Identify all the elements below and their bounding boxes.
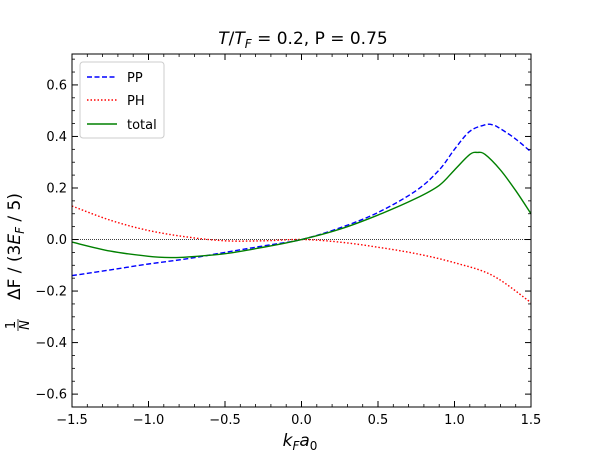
title-tf-sub: F [245,37,253,51]
chart-title: T/TF = 0.2, P = 0.75 [218,29,387,51]
legend-box [79,61,165,139]
y-tick-label: −0.4 [35,336,67,351]
ylabel-frac-den: N [18,320,33,330]
x-tick-label: −1.0 [133,413,165,428]
plot-area: −1.5 −1.0 −0.5 0.0 0.5 1.0 1.5 −0.6 −0.4 −0.2 0.0 0… [35,53,542,428]
series-line-ph [71,205,532,304]
y-tick-label: 0.6 [46,78,67,93]
title-rest: = 0.2, P = 0.75 [252,29,388,49]
x-tick-label: 0.5 [368,413,389,428]
ylabel-frac-num: 1 [4,321,19,329]
ylabel-e-sub: F [13,226,27,234]
x-tick-label: −1.5 [56,413,88,428]
ylabel-tail: / 5) [5,193,25,227]
x-tick-label: 1.5 [521,413,542,428]
x-axis-label: kFa0 [283,431,318,453]
ylabel-main: ΔF / (3 [5,245,25,300]
x-tick-label: 0.0 [291,413,312,428]
series-line-total [71,151,532,259]
y-tick-label: −0.2 [35,285,67,300]
legend-label-total: total [127,118,157,133]
xlabel-a: a [299,431,309,451]
title-tf: T [234,29,246,49]
y-tick-label: 0.0 [46,233,67,248]
title-t: T [218,29,230,49]
legend: PP PH total [79,61,165,139]
title-slash: / [229,29,235,49]
y-tick-label: −0.6 [35,388,67,403]
legend-label-pp: PP [127,71,143,86]
xlabel-k-sub: F [292,439,300,453]
y-tick-label: 0.2 [46,181,67,196]
y-axis-label: ΔF / (3EF / 5) 1 N [4,193,33,331]
xlabel-a-sub: 0 [310,439,318,453]
x-tick-label: 1.0 [444,413,465,428]
y-tick-label: 0.4 [46,130,67,145]
x-tick-label: −0.5 [209,413,241,428]
svg-text:ΔF / (3EF / 5): ΔF / (3EF / 5) [5,193,27,300]
ylabel-e: E [5,234,25,245]
xlabel-k: k [283,431,294,451]
legend-label-ph: PH [127,94,145,109]
series-line-pp [71,123,532,277]
